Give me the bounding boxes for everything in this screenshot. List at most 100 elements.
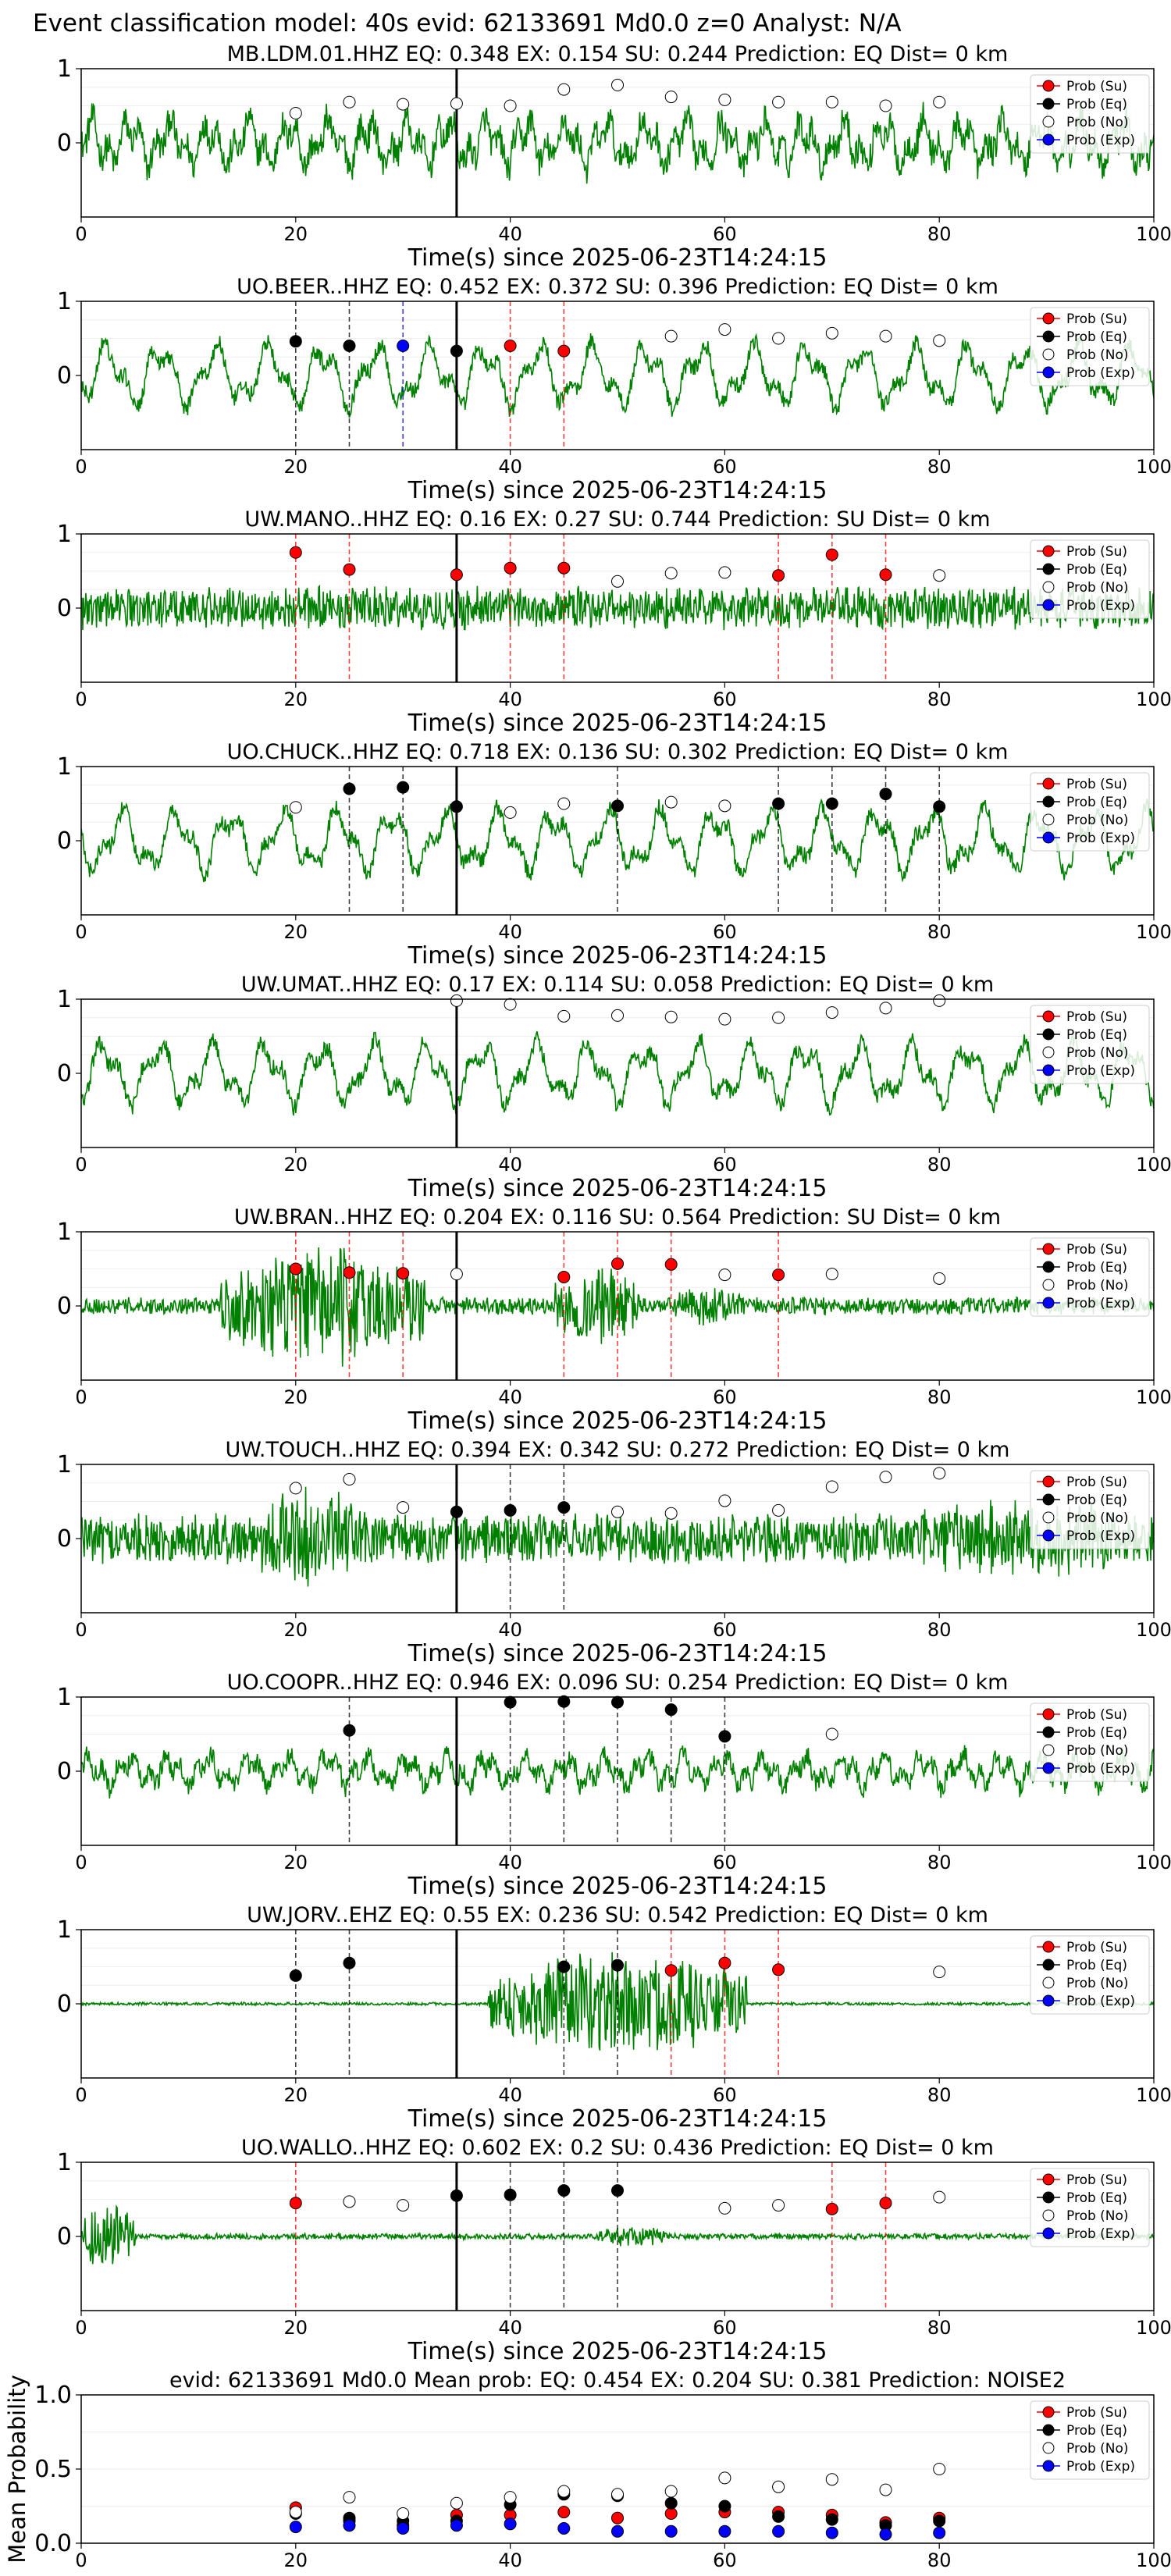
prob-marker-eq [343,1724,356,1737]
prob-marker-su [879,2197,892,2210]
panel-5: UW.BRAN..HHZ EQ: 0.204 EX: 0.116 SU: 0.5… [57,1205,1171,1435]
x-tick-label: 80 [927,2084,952,2106]
legend-label: Prob (Exp) [1066,133,1135,148]
prob-marker-eq [450,1505,463,1518]
x-axis-label: Time(s) since 2025-06-23T14:24:15 [408,1873,828,1900]
legend-swatch-eq [1042,1261,1055,1273]
legend-label: Prob (Exp) [1066,1994,1135,2009]
prob-marker-no [664,1010,678,1023]
panel-title: UW.BRAN..HHZ EQ: 0.204 EX: 0.116 SU: 0.5… [234,1205,1001,1229]
x-axis-label: Time(s) since 2025-06-23T14:24:15 [408,942,828,970]
prob-marker-eq [504,2188,517,2201]
mean-prob-marker-exp [557,2522,571,2535]
mean-prob-marker-exp [504,2517,517,2531]
x-tick-label: 20 [284,921,308,943]
prob-marker-no [611,575,624,588]
legend-swatch-su [1042,1475,1055,1488]
legend: Prob (Su) Prob (Eq) Prob (No) Prob (Exp) [1030,1935,1150,2015]
legend-swatch-no [1042,348,1055,361]
y-tick-label: 0 [57,1060,72,1087]
prob-marker-no [611,1009,624,1022]
x-tick-label: 20 [284,1386,308,1408]
x-tick-label: 0 [75,2084,87,2106]
figure-suptitle: Event classification model: 40s evid: 62… [33,9,902,37]
x-tick-label: 100 [1136,1386,1171,1408]
x-tick-label: 20 [284,1619,308,1641]
prob-marker-no [450,994,463,1007]
prob-marker-eq [718,1730,731,1743]
y-tick-label: 1 [57,753,72,781]
legend-swatch-no [1042,1279,1055,1291]
waveform-trace [81,798,1154,883]
legend-label: Prob (No) [1066,115,1129,130]
prob-marker-su [611,1257,624,1270]
mean-prob-marker-eq [825,2513,838,2526]
x-tick-label: 0 [75,1852,87,1873]
prob-marker-no [289,801,302,814]
prob-marker-no [879,1002,892,1015]
y-tick-label: 1 [57,986,72,1013]
legend-frame [1030,1005,1150,1084]
legend-label: Prob (No) [1066,1976,1129,1991]
y-tick-label: 1 [57,2149,72,2176]
mean-prob-marker-exp [450,2519,463,2532]
legend-swatch-eq [1042,2424,1055,2436]
legend-swatch-exp [1042,2460,1055,2472]
prob-marker-eq [772,797,785,810]
prob-marker-no [504,99,517,112]
legend-swatch-exp [1042,1064,1055,1076]
x-tick-label: 80 [927,1619,952,1641]
y-tick-label: 0 [57,1991,72,2018]
prob-marker-no [450,97,463,110]
prob-marker-no [772,95,785,109]
mean-prob-marker-eq [933,2514,946,2528]
legend-swatch-su [1042,1708,1055,1720]
x-tick-label: 100 [1136,1154,1171,1176]
x-tick-label: 80 [927,2549,952,2571]
panel-9: UO.WALLO..HHZ EQ: 0.602 EX: 0.2 SU: 0.43… [57,2136,1171,2365]
x-tick-label: 40 [498,456,522,478]
legend-label: Prob (Exp) [1066,2459,1135,2475]
legend-label: Prob (No) [1066,1743,1129,1759]
panel-title: UW.MANO..HHZ EQ: 0.16 EX: 0.27 SU: 0.744… [244,507,990,532]
legend-label: Prob (Eq) [1066,1725,1127,1741]
prob-marker-no [718,1494,731,1507]
prob-marker-su [397,1267,410,1280]
y-tick-label: 0 [57,2223,72,2250]
legend-frame [1030,74,1150,154]
legend: Prob (Su) Prob (Eq) Prob (No) Prob (Exp) [1030,772,1150,852]
y-tick-label: 0 [57,130,72,157]
prob-marker-su [289,2197,302,2210]
legend-swatch-su [1042,312,1055,325]
x-tick-label: 0 [75,1386,87,1408]
panel-10: evid: 62133691 Md0.0 Mean prob: EQ: 0.45… [4,2368,1171,2571]
legend-swatch-su [1042,2173,1055,2186]
panel-1: UO.BEER..HHZ EQ: 0.452 EX: 0.372 SU: 0.3… [57,275,1171,504]
prob-marker-no [718,799,731,813]
legend-swatch-no [1042,1976,1055,1989]
mean-prob-marker-no [611,2488,624,2501]
x-tick-label: 60 [713,2549,737,2571]
y-tick-label: 1 [57,55,72,83]
prob-marker-no [289,1482,302,1495]
x-tick-label: 100 [1136,1619,1171,1641]
waveform-trace [81,1486,1154,1587]
x-tick-label: 20 [284,223,308,245]
prob-marker-eq [557,1695,571,1708]
panel-title: UO.CHUCK..HHZ EQ: 0.718 EX: 0.136 SU: 0.… [227,740,1009,764]
x-tick-label: 60 [713,456,737,478]
mean-prob-marker-no [825,2473,838,2486]
mean-prob-marker-exp [397,2522,410,2535]
y-tick-label: 1 [57,1219,72,1246]
mean-prob-marker-eq [718,2500,731,2513]
legend-label: Prob (Su) [1066,2172,1127,2188]
x-tick-label: 0 [75,2549,87,2571]
prob-marker-no [664,329,678,343]
waveform-trace [81,333,1154,418]
y-tick-label: 1 [57,1451,72,1478]
mean-prob-marker-no [772,2480,785,2493]
prob-marker-su [825,548,838,561]
legend-swatch-exp [1042,1297,1055,1309]
panel-0: MB.LDM.01.HHZ EQ: 0.348 EX: 0.154 SU: 0.… [57,42,1171,272]
prob-marker-eq [611,799,624,813]
